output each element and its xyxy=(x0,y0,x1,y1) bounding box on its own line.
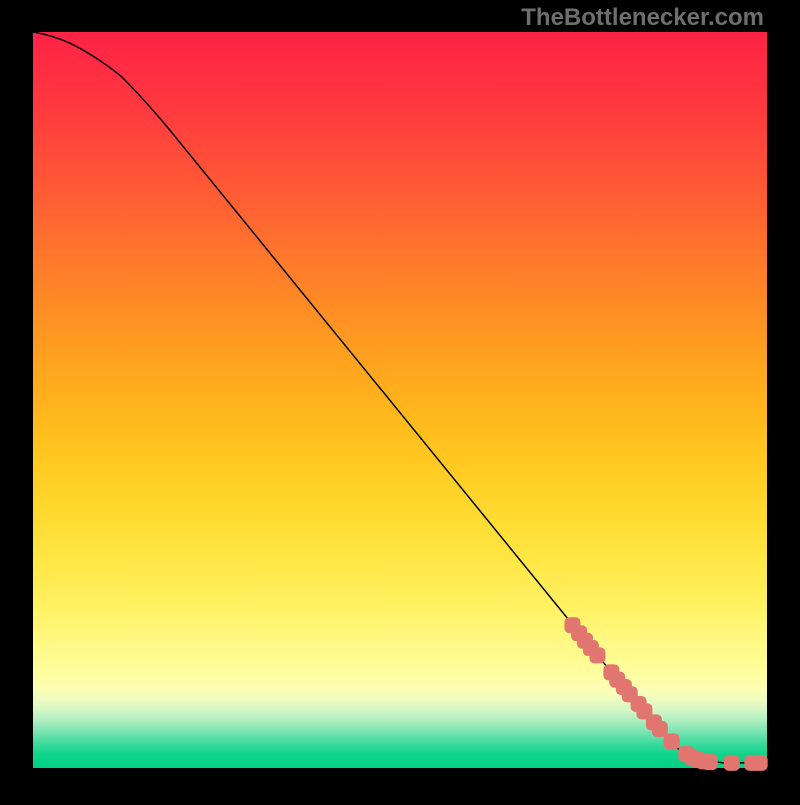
data-marker xyxy=(752,755,768,771)
data-marker xyxy=(724,755,740,771)
data-marker xyxy=(652,721,668,737)
chart-container: TheBottlenecker.com xyxy=(0,0,800,800)
data-marker xyxy=(589,647,605,663)
source-watermark: TheBottlenecker.com xyxy=(521,4,764,32)
data-marker xyxy=(702,754,718,770)
gradient-background xyxy=(33,32,767,768)
data-marker xyxy=(664,734,680,750)
bottleneck-chart xyxy=(0,0,800,800)
